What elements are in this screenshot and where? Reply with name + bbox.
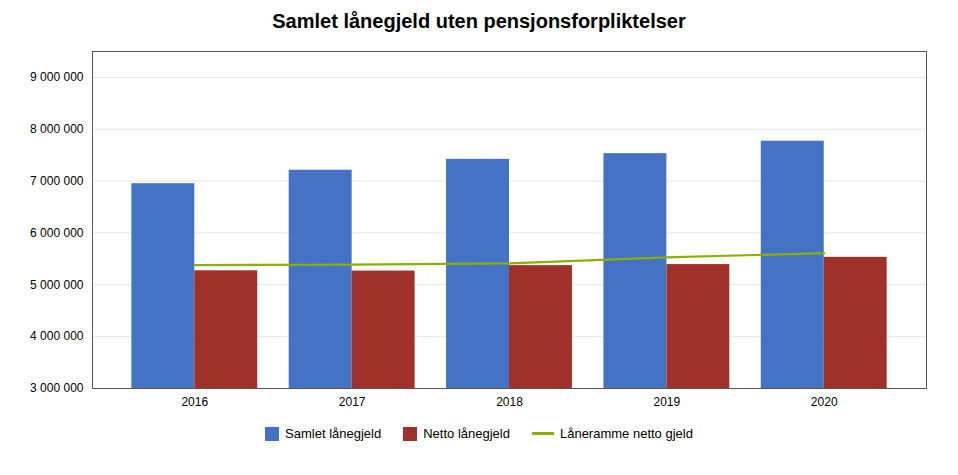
html-text:Samlet lånegjeld uten pensjons: Samlet lånegjeld uten pensjonsforpliktel… [272, 10, 686, 32]
html-text:Låneramme netto gjeld: Låneramme netto gjeld [559, 426, 693, 441]
svg-text:2016: 2016 [181, 395, 208, 409]
html-text:Samlet lånegjeld: Samlet lånegjeld [285, 426, 382, 441]
svg-text:3 000 000: 3 000 000 [30, 381, 84, 395]
svg-text:2020: 2020 [811, 395, 838, 409]
svg-text:7 000 000: 7 000 000 [30, 174, 84, 188]
svg-text:8 000 000: 8 000 000 [30, 122, 84, 136]
svg-text:9 000 000: 9 000 000 [30, 70, 84, 84]
svg-text:2017: 2017 [339, 395, 366, 409]
svg-text:2019: 2019 [654, 395, 681, 409]
svg-text:2018: 2018 [496, 395, 523, 409]
svg-text:5 000 000: 5 000 000 [30, 278, 84, 292]
html-text:Netto lånegjeld: Netto lånegjeld [423, 426, 510, 441]
svg-text:4 000 000: 4 000 000 [30, 329, 84, 343]
svg-text:6 000 000: 6 000 000 [30, 226, 84, 240]
